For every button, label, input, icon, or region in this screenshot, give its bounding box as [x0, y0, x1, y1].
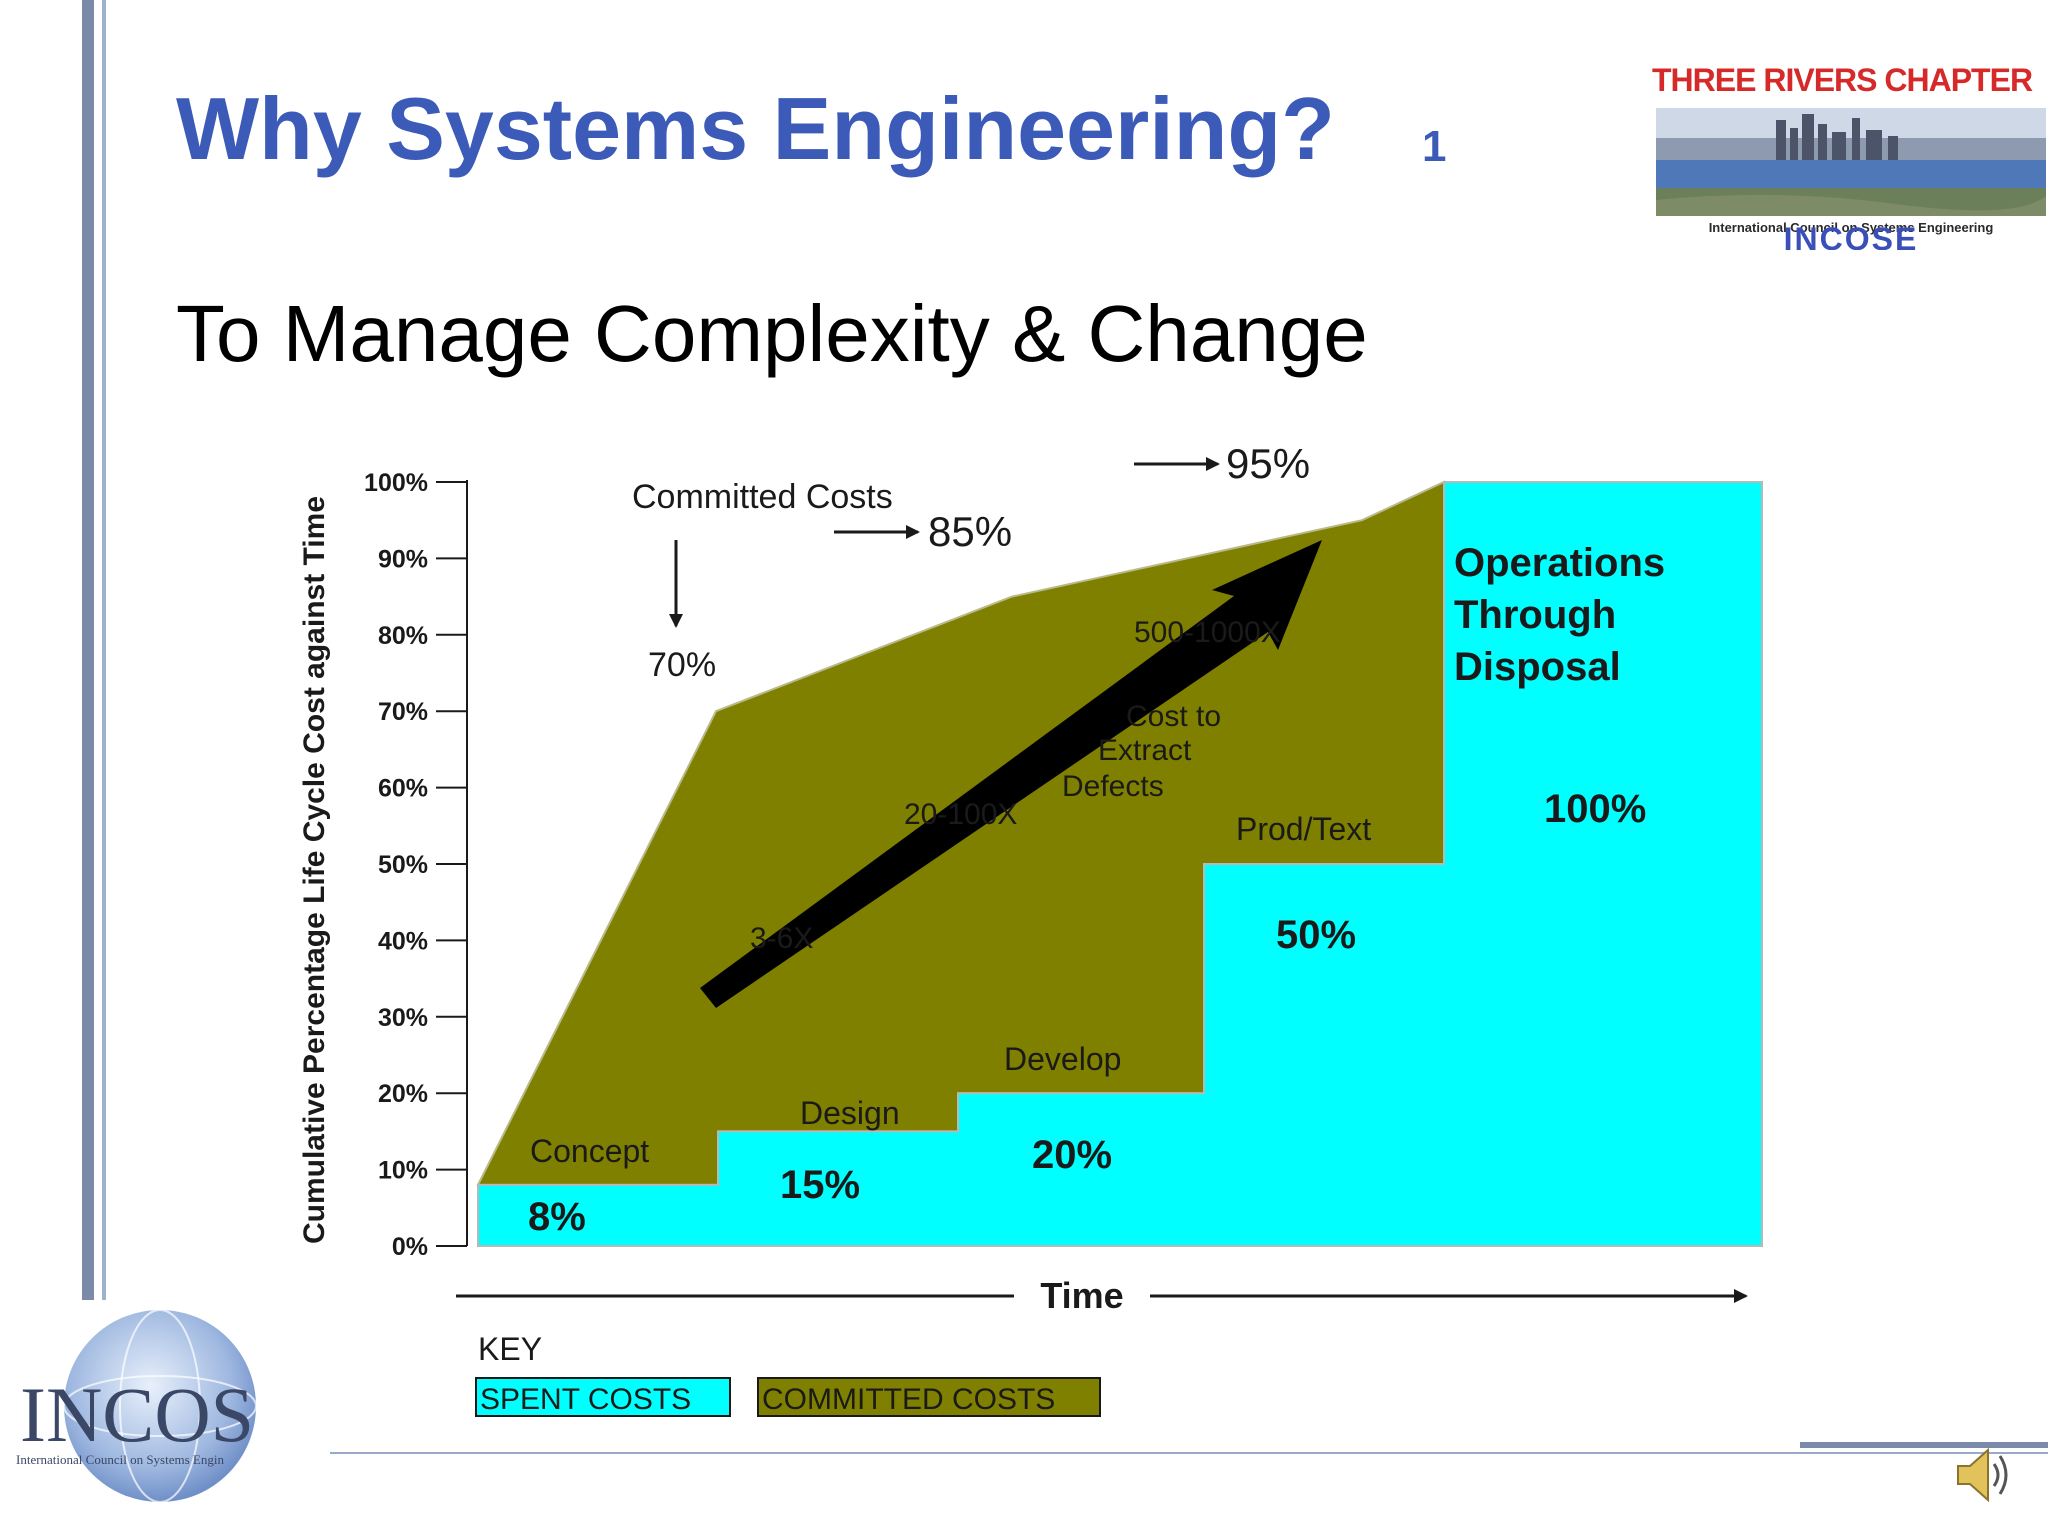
y-axis-ticks: 0% 10% 20% 30% 40% 50% 60% 70% 80% 90% 100%: [364, 469, 467, 1261]
y-axis-title: Cumulative Percentage Life Cycle Cost ag…: [298, 496, 331, 1244]
chapter-caption: International Council on Systems Enginee…: [1709, 220, 1994, 235]
y-tick-label: 40%: [378, 927, 428, 955]
y-tick-label: 80%: [378, 622, 428, 650]
incose-corner-caption: International Council on Systems Engin: [16, 1452, 224, 1467]
y-tick-label: 60%: [378, 775, 428, 803]
legend-label-committed: COMMITTED COSTS: [762, 1383, 1055, 1416]
spent-label-operations: 100%: [1544, 787, 1646, 831]
slide-title: Why Systems Engineering?: [176, 79, 1335, 178]
y-tick-label: 50%: [378, 851, 428, 879]
y-tick-label: 30%: [378, 1004, 428, 1032]
y-tick-label: 90%: [378, 545, 428, 573]
incose-corner-logo: INCOS International Council on Systems E…: [12, 1306, 292, 1506]
phase-label-operations-line-3: Disposal: [1454, 645, 1621, 689]
defect-label-line-1: Cost to: [1126, 700, 1221, 733]
phase-label-operations-line-1: Operations: [1454, 541, 1665, 585]
legend-label-spent: SPENT COSTS: [480, 1383, 691, 1416]
incose-corner-word: INCOS: [20, 1371, 255, 1458]
bottom-rule: [330, 1452, 2048, 1454]
y-tick-label: 10%: [378, 1157, 428, 1185]
x-axis-title: Time: [1040, 1275, 1123, 1316]
legend: KEY SPENT COSTS COMMITTED COSTS: [475, 1331, 1101, 1417]
chapter-acronym: INCOSE: [1784, 221, 1919, 250]
slide-subtitle: To Manage Complexity & Change: [176, 289, 1368, 378]
phase-label-operations-line-2: Through: [1454, 593, 1616, 637]
legend-title: KEY: [478, 1331, 542, 1367]
phase-label-prod-text: Prod/Text: [1236, 811, 1371, 847]
committed-label-70: 70%: [648, 646, 716, 684]
left-accent-bar-thin: [102, 0, 106, 1300]
spent-label-develop: 20%: [1032, 1133, 1112, 1177]
y-tick-label: 20%: [378, 1080, 428, 1108]
defect-multiplier-20-100x: 20-100X: [904, 798, 1017, 831]
bottom-rule-accent: [1800, 1442, 2048, 1448]
committed-label-95: 95%: [1226, 440, 1310, 487]
defect-label-line-2: Extract: [1098, 734, 1192, 767]
committed-costs-title: Committed Costs: [632, 478, 893, 516]
left-accent-bar: [82, 0, 94, 1300]
phase-label-concept: Concept: [530, 1133, 649, 1169]
defect-label-line-3: Defects: [1062, 770, 1164, 803]
defect-cost-arrow: [700, 540, 1322, 1008]
city-skyline-image: International Council on Systems Enginee…: [1656, 108, 2046, 250]
defect-multiplier-3-6x: 3-6X: [750, 922, 813, 955]
spent-label-design: 15%: [780, 1163, 860, 1207]
globe-icon: [63, 1309, 257, 1503]
y-tick-label: 0%: [392, 1233, 428, 1261]
chapter-name: THREE RIVERS CHAPTER: [1652, 62, 2033, 98]
phase-label-develop: Develop: [1004, 1041, 1121, 1077]
phase-label-design: Design: [800, 1095, 900, 1131]
legend-swatch-committed: [757, 1377, 1101, 1417]
three-rivers-chapter-logo: THREE RIVERS CHAPTER International Counc…: [1652, 62, 2048, 252]
spent-costs-area: [477, 481, 1763, 1247]
y-tick-label: 100%: [364, 469, 428, 497]
spent-label-concept: 8%: [528, 1195, 586, 1239]
defect-multiplier-500-1000x: 500-1000X: [1134, 616, 1281, 649]
legend-swatch-spent: [475, 1377, 731, 1417]
committed-label-85: 85%: [928, 508, 1012, 555]
slide-number: 1: [1422, 122, 1447, 171]
spent-label-prod-text: 50%: [1276, 913, 1356, 957]
speaker-icon[interactable]: [1952, 1440, 2012, 1510]
y-tick-label: 70%: [378, 698, 428, 726]
